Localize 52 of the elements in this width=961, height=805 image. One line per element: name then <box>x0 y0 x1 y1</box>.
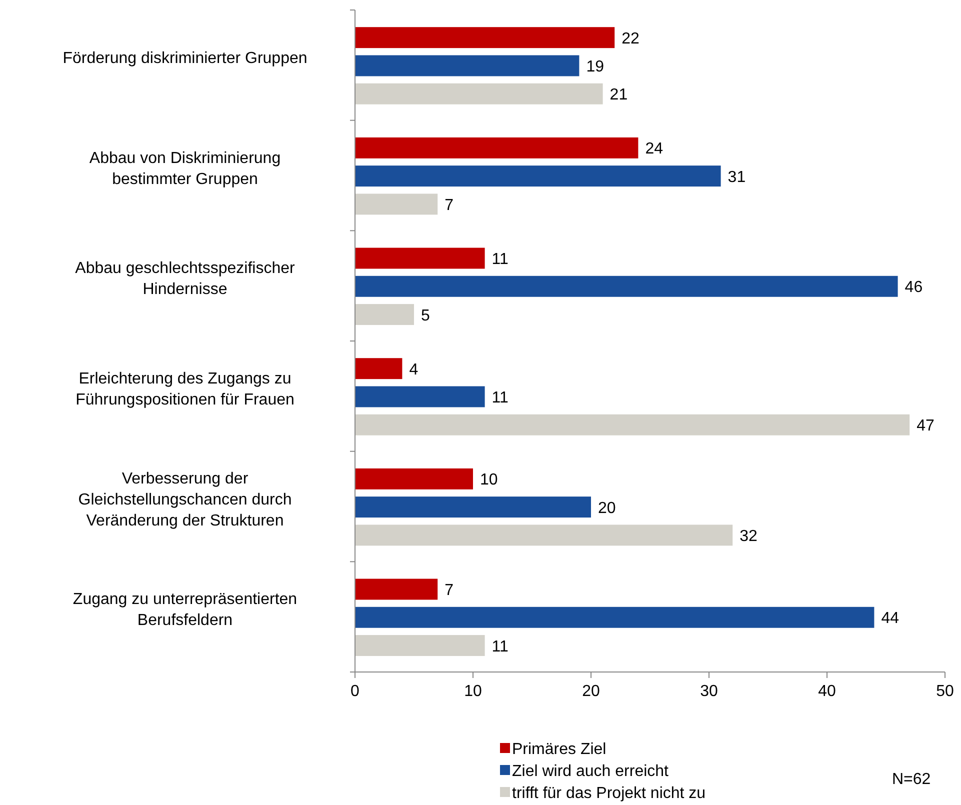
bar <box>355 468 473 490</box>
bar <box>355 578 438 600</box>
data-label: 22 <box>622 30 640 48</box>
data-label: 5 <box>421 307 430 324</box>
y-tick-label: Abbau von Diskriminierung bestimmter Gruppen <box>89 150 281 188</box>
data-label: 7 <box>444 582 454 600</box>
text: N=62 <box>892 770 931 788</box>
data-label: 10 <box>480 472 498 489</box>
bar <box>355 358 402 380</box>
bar <box>355 524 733 546</box>
legend-label: Ziel wird auch erreicht <box>512 762 670 780</box>
data-label: 11 <box>492 251 509 268</box>
bar <box>355 166 721 187</box>
data-label: 44 <box>881 610 900 628</box>
y-tick-label: Förderung diskriminierter Gruppen <box>62 50 308 67</box>
data-label: 11 <box>492 638 509 656</box>
bar <box>355 137 638 158</box>
x-tick-label: 20 <box>582 683 600 700</box>
x-tick-label: 10 <box>464 683 482 700</box>
bar <box>355 194 438 215</box>
bar <box>355 606 874 628</box>
legend-label: trifft für das Projekt nicht zu <box>512 784 706 802</box>
data-label: 21 <box>610 86 628 104</box>
x-tick-label: 50 <box>936 683 954 700</box>
bar <box>355 386 485 408</box>
bar <box>355 248 485 269</box>
bar <box>355 414 910 436</box>
bar <box>355 83 603 104</box>
data-label: 31 <box>728 168 746 186</box>
data-label: 19 <box>586 58 604 76</box>
y-tick-label: Verbesserung der Gleichstellungschancen durch Veränderung der Strukturen <box>78 470 292 530</box>
bar <box>355 304 414 325</box>
data-label: 4 <box>409 361 418 378</box>
y-tick-label: Abbau geschlechtsspezifischer Hindernisse <box>75 260 296 298</box>
bar <box>355 55 580 76</box>
x-tick-label: 0 <box>350 683 360 700</box>
data-label: 47 <box>916 418 934 435</box>
bar <box>355 635 485 656</box>
data-label: 20 <box>598 500 616 517</box>
legend-label: Primäres Ziel <box>512 740 606 758</box>
data-label: 7 <box>444 196 454 214</box>
data-label: 46 <box>904 279 923 296</box>
data-label: 24 <box>645 140 664 158</box>
bar <box>355 27 615 48</box>
bar <box>355 276 898 297</box>
bar <box>355 496 591 518</box>
data-label: 32 <box>740 528 758 545</box>
x-tick-label: 40 <box>818 683 836 700</box>
data-label: 11 <box>492 389 509 406</box>
x-tick-label: 30 <box>700 683 718 700</box>
y-tick-label: Zugang zu unterrepräsentierten Berufsfeldern <box>72 591 298 630</box>
y-tick-label: Erleichterung des Zugangs zu Führungspositionen für Frauen <box>76 370 294 408</box>
